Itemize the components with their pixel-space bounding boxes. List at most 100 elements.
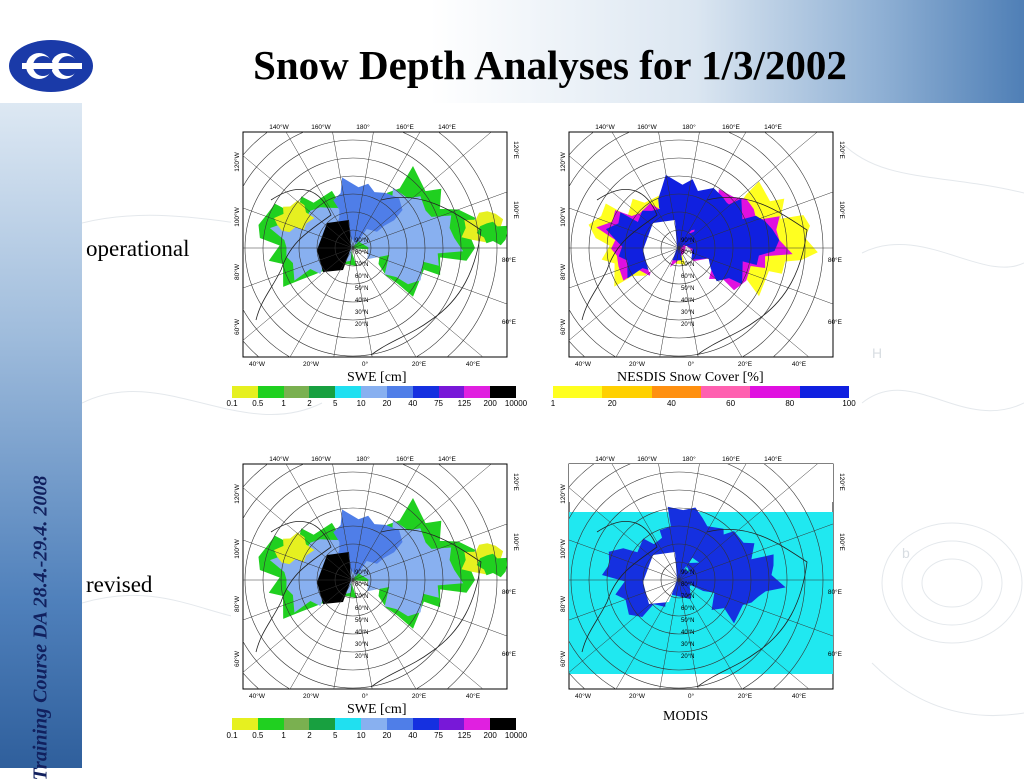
coastline — [370, 196, 482, 356]
colorbar-tick-label: 125 — [457, 399, 472, 408]
polar-map-svg: 90°N 80°N 70°N 60°N 50°N 40°N 30°N 20°N 140°W 160… — [233, 123, 519, 368]
top-longitude-label: 160°W — [637, 455, 657, 463]
colorbar-segment — [257, 386, 284, 398]
map-swe-operational: 90°N 80°N 70°N 60°N 50°N 40°N 30°N 20°N 140°W 160… — [231, 120, 519, 370]
meridian-line — [569, 487, 680, 581]
top-longitude-label: 140°E — [764, 455, 782, 463]
map-content: 90°N 80°N 70°N 60°N 50°N 40°N 30°N 20°N — [243, 464, 507, 689]
colorbar-tick-label: 2 — [307, 399, 312, 408]
meridian-line — [352, 579, 373, 689]
greenland-white — [643, 220, 677, 272]
latitude-label: 30°N — [355, 642, 368, 648]
colorbar-tick-label: 1 — [281, 399, 286, 408]
colorbar-tick-label: 0.5 — [252, 731, 264, 740]
latitude-label: 70°N — [355, 262, 368, 268]
left-longitude-label: 80°W — [233, 263, 241, 280]
colorbar-segment — [412, 718, 439, 730]
latitude-label: 70°N — [355, 594, 368, 600]
map-content: 90°N 80°N 70°N 60°N 50°N 40°N 30°N 20°N — [569, 464, 833, 689]
left-longitude-label: 80°W — [233, 595, 241, 612]
meridian-line — [352, 132, 374, 249]
page-title: Snow Depth Analyses for 1/3/2002 — [253, 42, 847, 88]
meridian-line — [352, 579, 484, 689]
greenland-white — [643, 552, 677, 604]
right-longitude-label: 80°E — [502, 256, 517, 264]
row-label-operational: operational — [86, 236, 190, 261]
meridian-line — [352, 523, 507, 581]
top-longitude-label: 140°W — [269, 123, 289, 131]
colorbar-tick-label: 0.1 — [226, 731, 238, 740]
meridian-line — [678, 523, 833, 581]
bottom-longitude-label: 0° — [688, 692, 695, 700]
right-longitude-label: 100°E — [512, 533, 519, 551]
bottom-longitude-label: 40°W — [575, 692, 592, 700]
colorbar-tick-label: 20 — [607, 399, 617, 408]
colorbar-segment — [651, 386, 701, 398]
meridian-line — [678, 191, 833, 249]
ecmwf-logo-icon — [9, 40, 93, 92]
coastline — [581, 189, 658, 321]
meridian-line — [569, 155, 680, 249]
colorbar-segment — [232, 386, 258, 398]
weather-chart-background: H b — [82, 142, 1024, 716]
meridian-line — [569, 579, 680, 673]
swe-colorbar-bottom — [232, 718, 516, 730]
map-nesdis-operational: 90°N 80°N 70°N 60°N 50°N 40°N 30°N 20°N 140°W 160… — [557, 120, 845, 370]
meridian-line — [352, 191, 507, 249]
meridian-line — [569, 247, 680, 341]
left-longitude-label: 100°W — [559, 206, 567, 226]
meridian-line — [569, 247, 680, 289]
meridian-line — [285, 464, 354, 581]
colorbar-segment — [412, 386, 439, 398]
latitude-label: 90°N — [355, 570, 368, 576]
left-longitude-label: 60°W — [559, 318, 567, 335]
meridian-line — [333, 247, 354, 357]
top-longitude-label: 180° — [682, 123, 696, 131]
latitude-label: 60°N — [355, 606, 368, 612]
colorbar-segment — [386, 386, 413, 398]
snow-field-green — [476, 553, 507, 578]
top-longitude-label: 140°E — [438, 455, 456, 463]
latitude-label: 80°N — [355, 582, 368, 588]
top-longitude-label: 140°W — [595, 123, 615, 131]
bottom-longitude-label: 40°W — [249, 692, 266, 700]
colorbar-segment — [232, 718, 258, 730]
meridian-line — [243, 247, 354, 341]
meridian-line — [615, 579, 680, 689]
map-content: 90°N 80°N 70°N 60°N 50°N 40°N 30°N 20°N — [569, 132, 833, 357]
left-longitude-label: 100°W — [559, 538, 567, 558]
latitude-label: 40°N — [681, 298, 694, 304]
latitude-label: 20°N — [355, 322, 368, 328]
meridian-line — [678, 464, 818, 581]
meridian-line — [659, 579, 680, 689]
coastline — [255, 189, 332, 321]
colorbar-segment — [750, 386, 800, 398]
colorbar-tick-label: 1 — [550, 399, 556, 408]
latitude-label: 30°N — [681, 310, 694, 316]
coastline — [255, 521, 332, 653]
right-longitude-label: 100°E — [838, 201, 845, 219]
meridian-line — [352, 247, 484, 357]
meridian-line — [243, 539, 354, 581]
bottom-longitude-label: 20°W — [629, 692, 646, 700]
colorbar-segment — [438, 386, 465, 398]
swe-colorbar-ticks-bottom: 0.1 0.5 1 2 5 10 20 40 75 125 200 10000 — [226, 731, 527, 743]
latitude-label: 40°N — [355, 630, 368, 636]
left-longitude-label: 60°W — [233, 650, 241, 667]
left-longitude-label: 60°W — [559, 650, 567, 667]
right-longitude-label: 100°E — [512, 201, 519, 219]
nesdis-colorbar — [553, 386, 849, 398]
meridian-line — [678, 579, 810, 689]
colorbar-segment — [335, 718, 362, 730]
top-longitude-label: 160°W — [311, 455, 331, 463]
right-longitude-label: 60°E — [828, 650, 843, 658]
meridian-line — [678, 464, 747, 581]
colorbar-segment — [283, 718, 310, 730]
latitude-label: 80°N — [681, 582, 694, 588]
colorbar-segment — [490, 386, 516, 398]
snow-cover-blue — [673, 193, 780, 285]
coastline — [370, 528, 482, 688]
top-longitude-label: 160°E — [396, 455, 414, 463]
meridian-line — [569, 207, 680, 249]
latitude-label: 40°N — [355, 298, 368, 304]
